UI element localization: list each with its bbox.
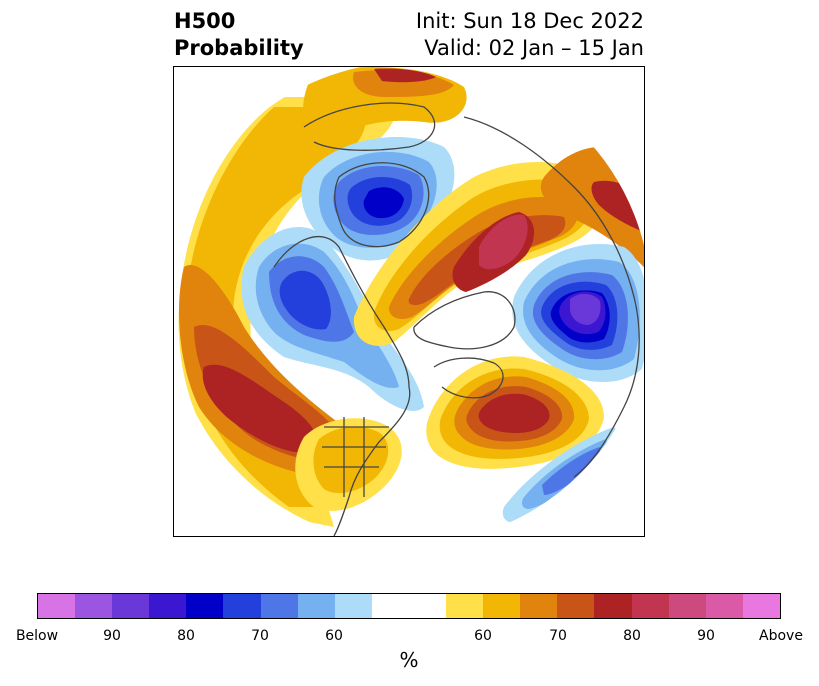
coastline-arctic — [413, 291, 516, 350]
coastline-greenland — [334, 162, 430, 248]
coastline-eurasia — [463, 116, 640, 478]
colorbar-tick-label: Below — [15, 628, 59, 644]
below-75-northamerica — [279, 270, 331, 330]
title-variable: H500 — [174, 9, 236, 33]
below-80-greenland — [363, 187, 404, 219]
colorbar-tick-label: 90 — [103, 628, 121, 644]
coastline-north-america — [273, 236, 411, 536]
colorbar-cell — [483, 594, 521, 618]
colorbar-unit-label: % — [399, 648, 419, 672]
colorbar-cell — [223, 594, 261, 618]
colorbar-tick-label: 90 — [697, 628, 715, 644]
coastline-europe — [433, 357, 504, 399]
colorbar — [37, 593, 781, 619]
init-date: Init: Sun 18 Dec 2022 — [415, 9, 644, 33]
title-left: H500 Probability — [174, 8, 304, 62]
colorbar-cell — [371, 594, 447, 618]
below-90-eurasia — [570, 293, 601, 325]
colorbar-cell — [742, 594, 780, 618]
colorbar-tick-label: 80 — [623, 628, 641, 644]
above-80-pacific — [202, 364, 318, 453]
map-panel — [173, 66, 645, 537]
colorbar-tick-label: Above — [759, 628, 803, 644]
title-right: Init: Sun 18 Dec 2022 Valid: 02 Jan – 15… — [416, 8, 644, 62]
colorbar-cell — [446, 594, 484, 618]
colorbar-cell — [38, 594, 76, 618]
colorbar-cell — [631, 594, 669, 618]
anomaly-field — [178, 67, 644, 527]
colorbar-cell — [334, 594, 372, 618]
colorbar-cell — [557, 594, 595, 618]
colorbar-tick-label: 70 — [549, 628, 567, 644]
colorbar-cell — [149, 594, 187, 618]
colorbar-tick-label: 80 — [177, 628, 195, 644]
below-70-africa — [542, 447, 601, 495]
coastlines — [273, 102, 640, 536]
colorbar-tick-label: 70 — [251, 628, 269, 644]
colorbar-cell — [186, 594, 224, 618]
valid-range: Valid: 02 Jan – 15 Jan — [424, 36, 644, 60]
above-80-atlantic — [478, 393, 550, 433]
title-product: Probability — [174, 36, 304, 60]
colorbar-cell — [668, 594, 706, 618]
colorbar-cell — [705, 594, 743, 618]
colorbar-cell — [520, 594, 558, 618]
colorbar-cell — [297, 594, 335, 618]
colorbar-cell — [75, 594, 113, 618]
colorbar-cell — [594, 594, 632, 618]
above-65-us — [313, 426, 389, 494]
colorbar-tick-label: 60 — [474, 628, 492, 644]
polar-map — [174, 67, 644, 536]
colorbar-cell — [112, 594, 150, 618]
coastline-alaska — [303, 102, 436, 151]
above-80-north — [374, 68, 436, 83]
colorbar-tick-label: 60 — [325, 628, 343, 644]
colorbar-cell — [260, 594, 298, 618]
above-85-arctic — [479, 214, 528, 270]
us-state-lines — [322, 417, 389, 497]
